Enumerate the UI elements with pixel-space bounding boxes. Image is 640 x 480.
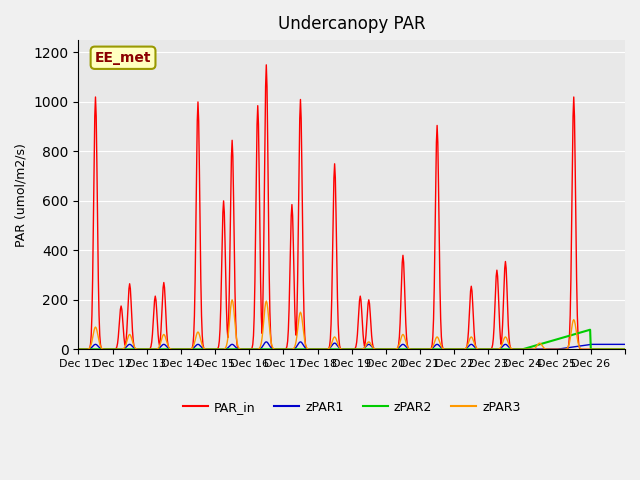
zPAR2 bbox=[586, 327, 594, 333]
zPAR2 bbox=[139, 347, 147, 352]
zPAR1 bbox=[262, 339, 270, 345]
PAR_in bbox=[239, 347, 246, 352]
PAR_in bbox=[75, 347, 83, 352]
Line: zPAR2: zPAR2 bbox=[79, 330, 624, 349]
Line: zPAR1: zPAR1 bbox=[79, 342, 624, 349]
zPAR3 bbox=[287, 347, 295, 352]
zPAR1 bbox=[287, 347, 295, 352]
zPAR1 bbox=[620, 341, 628, 347]
Legend: PAR_in, zPAR1, zPAR2, zPAR3: PAR_in, zPAR1, zPAR2, zPAR3 bbox=[178, 396, 525, 419]
Line: PAR_in: PAR_in bbox=[79, 65, 624, 349]
zPAR3 bbox=[240, 347, 248, 352]
zPAR1 bbox=[518, 347, 526, 352]
Text: EE_met: EE_met bbox=[95, 51, 151, 65]
zPAR2 bbox=[239, 347, 246, 352]
Title: Undercanopy PAR: Undercanopy PAR bbox=[278, 15, 426, 33]
zPAR2 bbox=[620, 347, 628, 352]
zPAR3 bbox=[620, 347, 628, 352]
PAR_in bbox=[408, 347, 416, 352]
zPAR3 bbox=[587, 347, 595, 352]
zPAR2 bbox=[408, 347, 415, 352]
zPAR1 bbox=[408, 347, 416, 352]
PAR_in bbox=[267, 330, 275, 336]
Y-axis label: PAR (umol/m2/s): PAR (umol/m2/s) bbox=[15, 143, 28, 247]
zPAR3 bbox=[408, 347, 416, 352]
zPAR3 bbox=[75, 347, 83, 352]
zPAR2 bbox=[287, 347, 294, 352]
zPAR1 bbox=[239, 347, 246, 352]
zPAR1 bbox=[139, 347, 147, 352]
zPAR3 bbox=[139, 347, 147, 352]
zPAR2 bbox=[266, 347, 274, 352]
PAR_in bbox=[439, 345, 447, 351]
PAR_in bbox=[262, 62, 270, 68]
zPAR2 bbox=[438, 347, 446, 352]
zPAR1 bbox=[75, 347, 83, 352]
zPAR3 bbox=[267, 336, 275, 341]
zPAR2 bbox=[75, 347, 83, 352]
zPAR1 bbox=[439, 346, 447, 352]
PAR_in bbox=[518, 347, 526, 352]
PAR_in bbox=[287, 213, 295, 218]
zPAR3 bbox=[228, 297, 236, 303]
PAR_in bbox=[139, 347, 147, 352]
zPAR3 bbox=[439, 346, 447, 351]
PAR_in bbox=[620, 347, 628, 352]
zPAR1 bbox=[267, 344, 275, 350]
Line: zPAR3: zPAR3 bbox=[79, 300, 624, 349]
